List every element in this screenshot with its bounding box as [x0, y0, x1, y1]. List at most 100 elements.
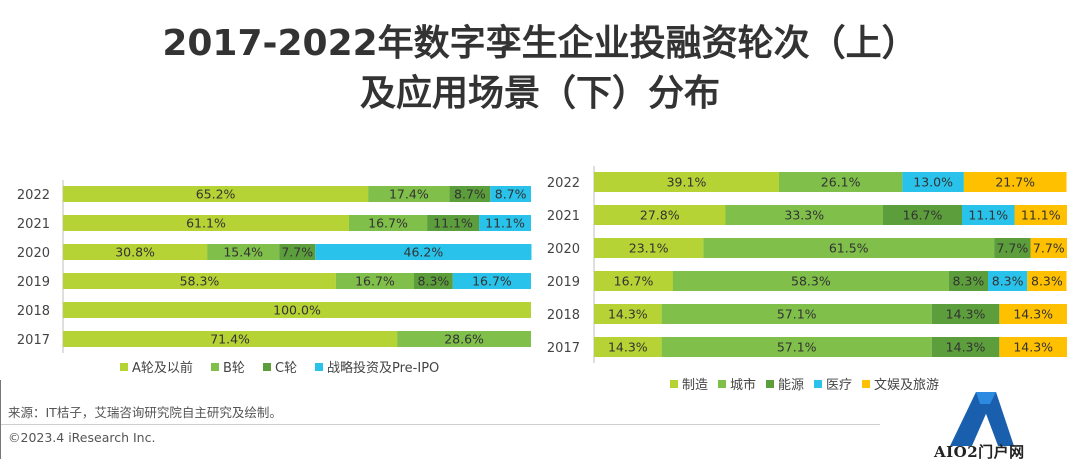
data-label: 30.8% [115, 245, 155, 260]
data-label: 23.1% [629, 241, 669, 256]
data-label: 21.7% [995, 175, 1035, 190]
bar-segment [348, 215, 428, 231]
category-label: 2022 [17, 188, 50, 203]
bar-segment [931, 304, 1000, 324]
data-label: 39.1% [667, 175, 707, 190]
bar-segment [279, 244, 316, 260]
data-label: 11.1% [968, 208, 1008, 223]
data-label: 8.3% [418, 274, 450, 289]
legend-swatch [263, 363, 271, 371]
data-label: 28.6% [444, 332, 484, 347]
bar-segment [948, 271, 989, 291]
bar-segment [397, 331, 531, 347]
bar-segment [1014, 205, 1067, 225]
category-label: 2017 [17, 333, 50, 348]
bar-segment [961, 205, 1015, 225]
bar-segment [1027, 271, 1067, 291]
data-label: 16.7% [472, 274, 512, 289]
legend-swatch [862, 380, 870, 388]
data-label: 7.7% [281, 245, 313, 260]
category-label: 2020 [17, 246, 50, 261]
data-label: 58.3% [791, 274, 831, 289]
bar-segment [452, 273, 531, 289]
footer-divider [0, 424, 880, 425]
category-label: 2018 [547, 308, 580, 323]
left-funding-round-chart: 2022 65.2% 17.4% 8.7% 8.7% 2021 61.1% 16.7% 11.1… [17, 180, 532, 376]
legend-label: C轮 [275, 361, 297, 376]
data-label: 14.3% [1013, 307, 1053, 322]
bar-segment [63, 215, 349, 231]
watermark-text: AIO2门户网 [934, 443, 1025, 461]
data-label: 8.7% [495, 187, 527, 202]
data-label: 8.3% [952, 274, 984, 289]
data-label: 8.7% [454, 187, 486, 202]
bar-segment [490, 186, 531, 202]
bar-segment [594, 238, 704, 258]
category-label: 2018 [17, 304, 50, 319]
data-label: 16.7% [368, 216, 408, 231]
chart-title-line2: 及应用场景（下）分布 [359, 73, 720, 114]
bar-segment [994, 238, 1031, 258]
data-label: 33.3% [784, 208, 824, 223]
legend-label: B轮 [223, 361, 245, 376]
legend-label: 制造 [682, 378, 708, 393]
bar-segment [335, 273, 414, 289]
bar-segment [207, 244, 280, 260]
data-label: 16.7% [903, 208, 943, 223]
bar-segment [63, 302, 531, 318]
bar-segment [594, 205, 726, 225]
legend-label: 文娱及旅游 [874, 378, 939, 393]
data-label: 11.1% [433, 216, 473, 231]
bar-segment [449, 186, 491, 202]
category-label: 2020 [547, 242, 580, 257]
data-label: 65.2% [196, 187, 236, 202]
bar-segment [883, 205, 962, 225]
bar-segment [63, 331, 398, 347]
legend-label: 城市 [730, 377, 756, 393]
category-label: 2017 [547, 341, 580, 356]
data-label: 7.7% [996, 241, 1028, 256]
bar-segment [672, 271, 949, 291]
data-label: 71.4% [210, 332, 250, 347]
data-label: 8.3% [1031, 274, 1063, 289]
data-label: 11.1% [1021, 208, 1061, 223]
category-label: 2021 [17, 217, 50, 232]
bar-segment [931, 337, 1000, 357]
data-label: 17.4% [389, 187, 429, 202]
data-label: 46.2% [404, 245, 444, 260]
data-label: 15.4% [223, 245, 263, 260]
legend-swatch [670, 380, 678, 388]
data-label: 57.1% [777, 307, 817, 322]
data-label: 14.3% [608, 307, 648, 322]
category-label: 2021 [547, 209, 580, 224]
copyright-note: ©2023.4 iResearch Inc. [8, 430, 156, 445]
data-label: 13.0% [913, 175, 953, 190]
data-label: 16.7% [614, 274, 654, 289]
bar-segment [999, 337, 1067, 357]
data-label: 14.3% [608, 340, 648, 355]
bar-segment [414, 273, 453, 289]
data-label: 61.5% [829, 241, 869, 256]
bar-segment [479, 215, 531, 231]
legend-swatch [718, 380, 726, 388]
data-label: 100.0% [273, 303, 321, 318]
bar-segment [661, 304, 932, 324]
legend-swatch [766, 380, 774, 388]
data-label: 11.1% [485, 216, 525, 231]
data-label: 61.1% [186, 216, 226, 231]
data-label: 7.7% [1033, 241, 1065, 256]
data-label: 8.3% [992, 274, 1024, 289]
data-label: 14.3% [946, 307, 986, 322]
left-edge-line [0, 380, 1, 459]
bar-segment [594, 304, 662, 324]
category-label: 2022 [547, 176, 580, 191]
bar-segment [594, 271, 673, 291]
legend-label: 能源 [778, 378, 804, 393]
bar-segment [1030, 238, 1067, 258]
bar-segment [902, 172, 964, 192]
data-label: 57.1% [777, 340, 817, 355]
data-label: 26.1% [821, 175, 861, 190]
bar-segment [63, 273, 336, 289]
data-label: 16.7% [355, 274, 395, 289]
bar-segment [963, 172, 1067, 192]
